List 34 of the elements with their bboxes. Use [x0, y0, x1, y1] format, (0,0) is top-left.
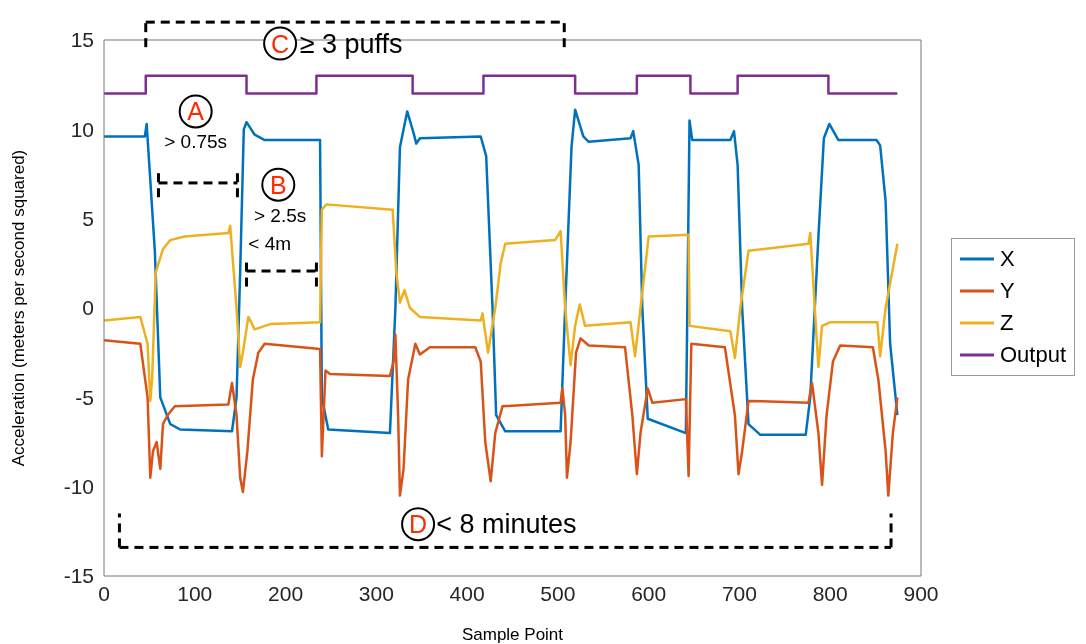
y-tick-label: -10 [63, 475, 94, 499]
legend-label: Z [1000, 310, 1014, 336]
x-tick-label: 500 [540, 581, 576, 605]
x-tick-label: 800 [812, 581, 848, 605]
y-tick-label: 15 [70, 28, 94, 52]
annotation: < 8 minutes [436, 509, 577, 540]
legend-label: X [1000, 246, 1015, 272]
annotation: D [409, 510, 428, 539]
y-tick-label: 10 [70, 117, 94, 141]
x-tick-label: 700 [721, 581, 757, 605]
x-tick-label: 0 [98, 581, 110, 605]
annotation: > 2.5s [253, 204, 307, 226]
annotation: < 4m [248, 233, 292, 255]
y-axis-title: Acceleration (meters per second squared) [9, 149, 29, 467]
x-tick-label: 900 [903, 581, 939, 605]
legend-label: Y [1000, 278, 1015, 304]
x-tick-label: 200 [268, 581, 304, 605]
annotation: > 0.75s [164, 131, 228, 153]
legend-label: Output [1000, 342, 1067, 368]
x-tick-label: 300 [358, 581, 394, 605]
line-series [104, 203, 899, 403]
line-series [104, 333, 899, 497]
y-tick-label: 0 [82, 296, 94, 320]
x-tick-label: 600 [631, 581, 667, 605]
annotation: A [187, 97, 205, 126]
y-tick-label: 5 [82, 207, 94, 231]
x-tick-label: 400 [449, 581, 485, 605]
annotation: ≥ 3 puffs [299, 28, 403, 59]
annotation: B [269, 170, 287, 199]
x-axis-title: Sample Point [461, 625, 564, 644]
y-tick-label: -15 [63, 564, 94, 588]
y-tick-label: -5 [75, 385, 94, 409]
x-tick-label: 100 [177, 581, 213, 605]
annotation: C [271, 29, 290, 58]
